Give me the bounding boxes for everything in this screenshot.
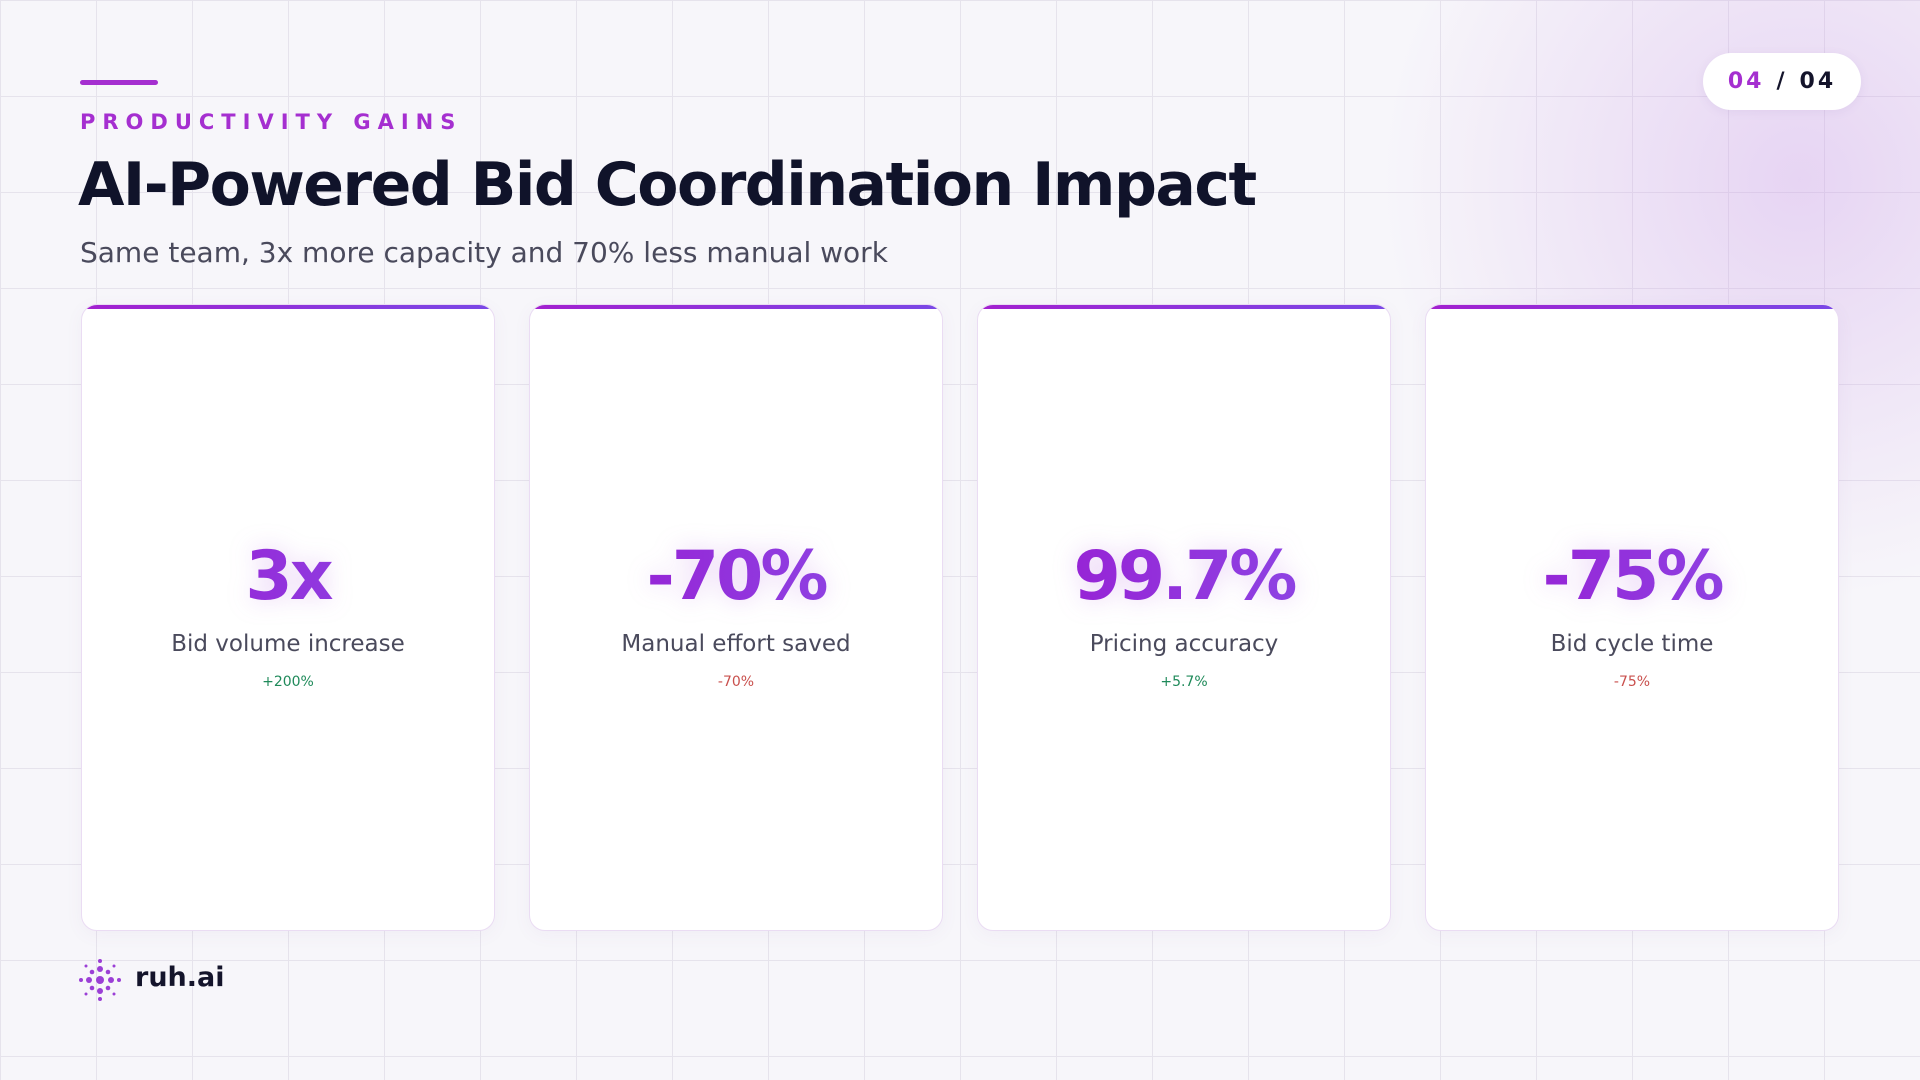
current-page: 04	[1727, 69, 1765, 94]
slide-title: AI-Powered Bid Coordination Impact	[78, 150, 1257, 220]
page-separator: /	[1776, 69, 1788, 94]
card-top-bar	[1426, 305, 1838, 309]
total-pages: 04	[1799, 69, 1837, 94]
brand-logo	[79, 959, 121, 1001]
accent-bar	[80, 80, 158, 85]
page-indicator: 04 / 04	[1703, 53, 1861, 110]
metric-change: -70%	[717, 674, 755, 690]
card-top-bar	[978, 305, 1390, 309]
metric-value: -75%	[1426, 537, 1838, 616]
metric-card: 99.7% Pricing accuracy +5.7%	[977, 304, 1391, 931]
metric-change: -75%	[1613, 674, 1651, 690]
metric-card: -75% Bid cycle time -75%	[1425, 304, 1839, 931]
metric-label: Bid volume increase	[171, 631, 405, 657]
metric-label: Bid cycle time	[1550, 631, 1714, 657]
metric-label: Pricing accuracy	[1089, 631, 1279, 657]
metric-change: +200%	[262, 674, 314, 690]
card-top-bar	[82, 305, 494, 309]
eyebrow: PRODUCTIVITY GAINS	[80, 110, 463, 134]
card-top-bar	[530, 305, 942, 309]
metric-value: 99.7%	[978, 537, 1390, 616]
metric-card: 3x Bid volume increase +200%	[81, 304, 495, 931]
metric-change: +5.7%	[1160, 674, 1208, 690]
brand-name: ruh.ai	[135, 962, 225, 993]
metric-card: -70% Manual effort saved -70%	[529, 304, 943, 931]
metric-label: Manual effort saved	[621, 631, 851, 657]
metric-value: -70%	[530, 537, 942, 616]
metric-value: 3x	[82, 537, 494, 616]
slide-subtitle: Same team, 3x more capacity and 70% less…	[80, 236, 888, 269]
